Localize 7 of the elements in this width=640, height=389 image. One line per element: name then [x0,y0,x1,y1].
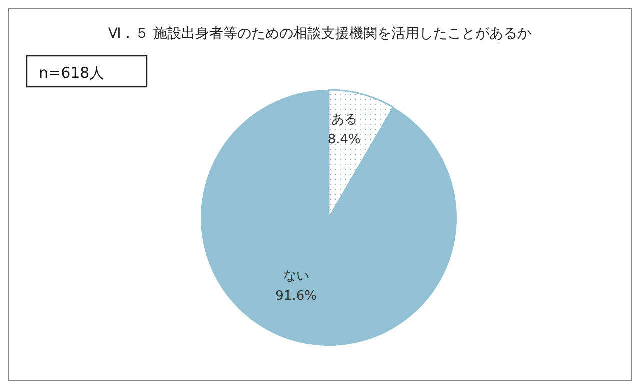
slice-label: ある [331,112,358,128]
chart-title: Ⅵ．５ 施設出身者等のための相談支援機関を活用したことがあるか [108,26,532,42]
pie-slice [201,90,457,346]
text: n=618人 [39,64,105,82]
data-label: 8.4% [328,132,361,148]
slice-label: ない [283,268,310,284]
data-label: 91.6% [276,288,317,304]
